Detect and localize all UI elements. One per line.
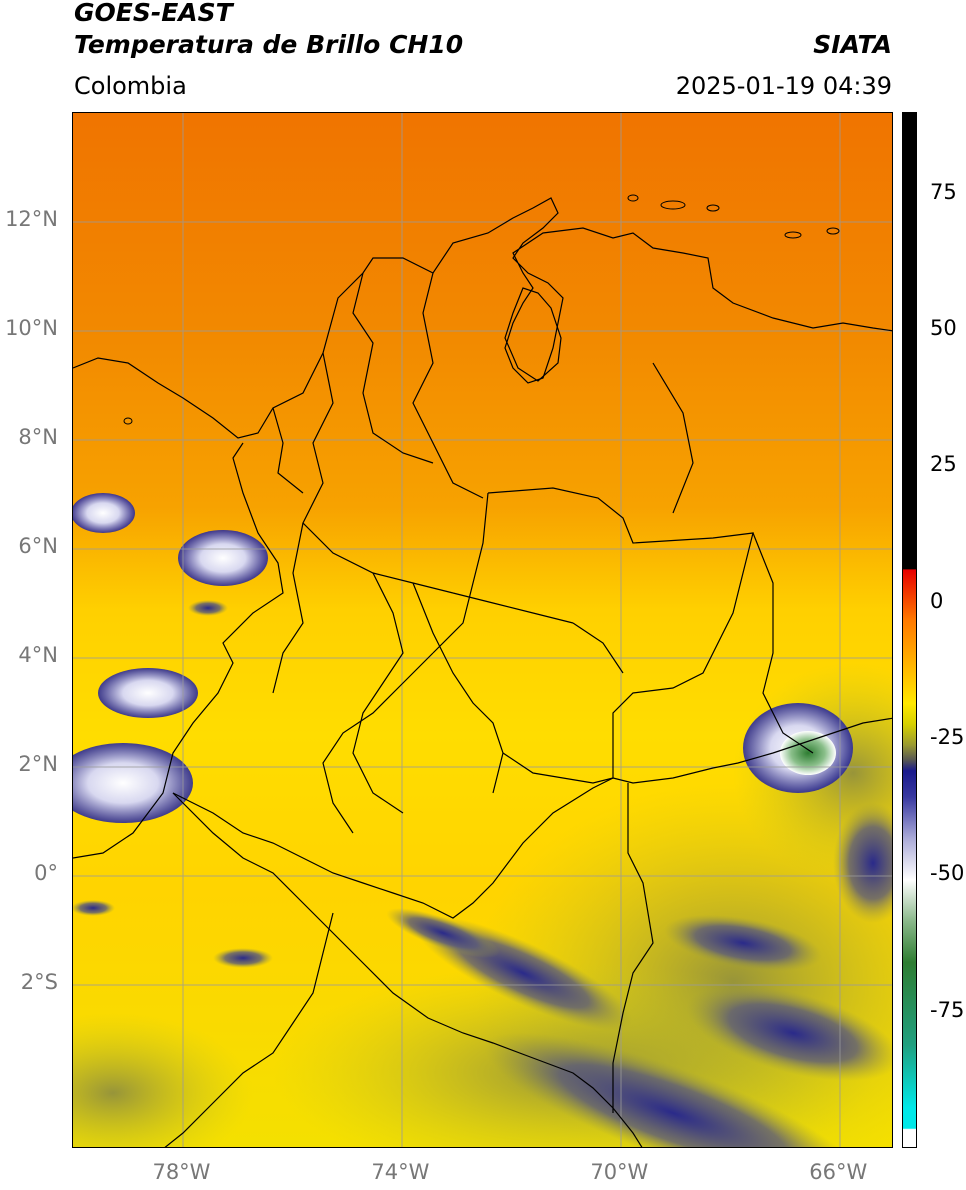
storm-cell-pacific-south <box>73 743 193 823</box>
x-tick-label: 70°W <box>590 1160 649 1184</box>
y-tick-label: 8°N <box>18 425 58 450</box>
y-tick-label: 6°N <box>18 534 58 559</box>
colorbar-svg <box>903 113 916 1147</box>
storm-cell-pacific-north <box>178 530 268 586</box>
y-tick-label: 10°N <box>5 316 58 341</box>
colorbar-tick-label: 75 <box>930 179 957 204</box>
y-tick-label: 12°N <box>5 207 58 232</box>
satellite-map <box>72 112 893 1148</box>
agency-label: SIATA <box>813 30 892 59</box>
colorbar <box>902 112 917 1148</box>
title-product: Temperatura de Brillo CH10 <box>74 30 464 59</box>
x-tick-label: 78°W <box>152 1160 211 1184</box>
graticule <box>73 113 892 1147</box>
region-label: Colombia <box>74 72 187 100</box>
map-svg <box>73 113 892 1147</box>
x-tick-label: 74°W <box>371 1160 430 1184</box>
colorbar-tick-label: -25 <box>930 725 965 750</box>
y-tick-label: 4°N <box>18 643 58 668</box>
colorbar-tick-label: 50 <box>930 316 957 341</box>
y-tick-label: 2°N <box>18 752 58 777</box>
colorbar-tick-label: -50 <box>930 861 965 886</box>
colorbar-tick-label: -75 <box>930 997 965 1022</box>
title-satellite: GOES-EAST <box>74 0 233 27</box>
borders <box>73 197 892 1147</box>
storm-cell-pacific-central <box>98 668 198 718</box>
y-tick-label: 0° <box>34 861 58 886</box>
x-tick-label: 66°W <box>809 1160 868 1184</box>
y-tick-label: 2°S <box>20 970 58 995</box>
colorbar-tick-label: 25 <box>930 452 957 477</box>
colorbar-tick-label: 0 <box>930 588 944 613</box>
timestamp-label: 2025-01-19 04:39 <box>675 72 892 100</box>
